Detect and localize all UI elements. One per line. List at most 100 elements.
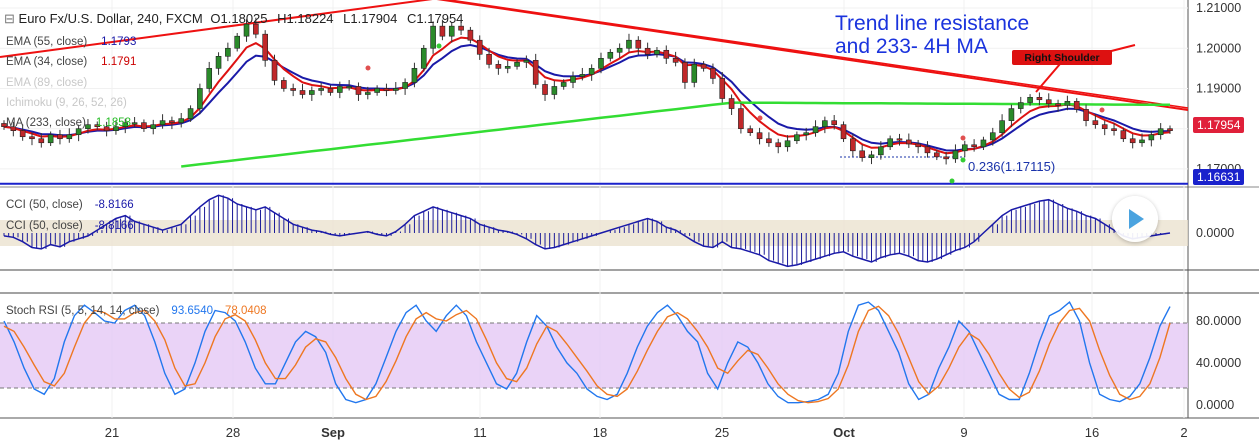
candle-body bbox=[719, 78, 726, 99]
candle-body bbox=[1008, 108, 1015, 121]
candle-body bbox=[364, 92, 371, 95]
candle-body bbox=[868, 154, 875, 158]
price-tick-label: 1.20000 bbox=[1196, 41, 1241, 55]
candle-body bbox=[374, 88, 380, 93]
candle-body bbox=[448, 25, 455, 37]
candle-body bbox=[822, 120, 828, 127]
candle-body bbox=[430, 25, 436, 49]
candle-body bbox=[1139, 139, 1145, 144]
candle-body bbox=[859, 150, 865, 158]
candle-body bbox=[896, 138, 903, 141]
candle-body bbox=[47, 134, 54, 144]
candle-body bbox=[299, 90, 306, 95]
candle-body bbox=[700, 64, 707, 69]
play-button[interactable] bbox=[1112, 196, 1158, 242]
ichimoku-markers bbox=[365, 43, 1105, 184]
ohlc-close: C1.17954 bbox=[407, 11, 464, 26]
indicator-ichimoku[interactable]: Ichimoku (9, 26, 52, 26) bbox=[6, 97, 127, 109]
candle-body bbox=[971, 144, 977, 148]
ichimoku-dot bbox=[1099, 107, 1105, 113]
candle-body bbox=[906, 139, 912, 145]
candle-body bbox=[495, 64, 502, 69]
trend-lines[interactable] bbox=[0, 0, 1189, 185]
candle-body bbox=[738, 108, 744, 129]
upper-trend-line-right bbox=[436, 0, 1189, 111]
right-shoulder-label-box bbox=[1012, 50, 1112, 65]
candle-body bbox=[1017, 102, 1024, 109]
candle-body bbox=[523, 60, 530, 63]
candle-body bbox=[1036, 97, 1043, 101]
candle-body bbox=[756, 132, 763, 140]
cci-label-2[interactable]: CCI (50, close) -8.8166 bbox=[6, 220, 134, 232]
candle-body bbox=[271, 60, 278, 81]
stoch-tick-label: 80.0000 bbox=[1196, 314, 1241, 328]
candle-body bbox=[1045, 99, 1052, 105]
candle-body bbox=[784, 140, 791, 148]
candle-body bbox=[122, 122, 129, 127]
candlestick-series bbox=[1, 17, 1173, 165]
candle-body bbox=[933, 152, 940, 158]
trend-annotation-line-2: and 233- 4H MA bbox=[835, 35, 988, 58]
candle-body bbox=[840, 124, 847, 140]
stoch-rsi-label[interactable]: Stoch RSI (5, 5, 14, 14, close) 93.6540 78… bbox=[6, 305, 267, 317]
candle-body bbox=[570, 76, 576, 83]
cci-neutral-band bbox=[0, 220, 1188, 246]
candle-body bbox=[542, 84, 548, 95]
candle-body bbox=[197, 88, 203, 109]
indicator-ema89[interactable]: EMA (89, close) bbox=[6, 77, 88, 89]
upper-trend-line-left bbox=[0, 0, 433, 58]
x-tick-label: 11 bbox=[473, 425, 487, 440]
moving-average-lines bbox=[3, 36, 1171, 168]
x-tick-label: 28 bbox=[226, 425, 240, 440]
x-tick-label: 21 bbox=[105, 425, 119, 440]
candle-body bbox=[980, 139, 987, 148]
candle-body bbox=[1, 123, 7, 127]
ema34-line bbox=[3, 36, 1171, 155]
candle-body bbox=[29, 136, 35, 140]
candle-body bbox=[961, 144, 968, 152]
cci-histogram bbox=[3, 194, 1171, 268]
x-tick-label: 9 bbox=[960, 425, 967, 440]
candle-body bbox=[141, 122, 147, 129]
indicator-ma233[interactable]: MA (233, close) 1.1858 bbox=[6, 117, 132, 129]
x-tick-label: Sep bbox=[321, 425, 345, 440]
indicator-ema55[interactable]: EMA (55, close) 1.1793 bbox=[6, 36, 137, 48]
stoch-tick-label: 0.0000 bbox=[1196, 398, 1234, 412]
cci-label-1[interactable]: CCI (50, close) -8.8166 bbox=[6, 199, 134, 211]
candle-body bbox=[514, 62, 520, 67]
last-price-tag: 1.17954 bbox=[1193, 117, 1245, 133]
trend-annotation-line-1: Trend line resistance bbox=[835, 12, 1029, 35]
candle-body bbox=[392, 88, 399, 91]
candle-body bbox=[831, 120, 837, 125]
candle-body bbox=[1092, 120, 1099, 125]
indicator-ema34[interactable]: EMA (34, close) 1.1791 bbox=[6, 56, 137, 68]
candle-body bbox=[691, 64, 698, 83]
candle-body bbox=[57, 134, 63, 140]
candle-body bbox=[94, 124, 101, 127]
chart-frame bbox=[0, 0, 1259, 419]
price-tick-label: 1.21000 bbox=[1196, 1, 1241, 15]
candle-body bbox=[402, 82, 408, 89]
candle-body bbox=[411, 68, 418, 83]
candle-body bbox=[75, 128, 82, 136]
cci-tick-label: 0.0000 bbox=[1196, 226, 1234, 240]
candle-body bbox=[952, 150, 959, 160]
candle-body bbox=[598, 58, 604, 69]
collapse-icon[interactable]: ⊟ bbox=[4, 11, 15, 26]
candle-body bbox=[10, 126, 17, 131]
candle-body bbox=[943, 156, 949, 160]
candle-body bbox=[215, 56, 222, 69]
candle-body bbox=[588, 68, 595, 75]
candle-body bbox=[663, 49, 670, 59]
right-shoulder-label: Right Shoulder bbox=[1024, 52, 1099, 64]
candle-body bbox=[607, 51, 614, 59]
candle-body bbox=[812, 126, 819, 134]
candle-body bbox=[766, 138, 772, 144]
candle-body bbox=[1148, 134, 1155, 141]
ichimoku-dot bbox=[960, 157, 966, 163]
ichimoku-dot bbox=[365, 65, 371, 71]
candle-body bbox=[346, 86, 352, 89]
candle-body bbox=[1083, 109, 1089, 121]
candle-body bbox=[924, 146, 931, 154]
